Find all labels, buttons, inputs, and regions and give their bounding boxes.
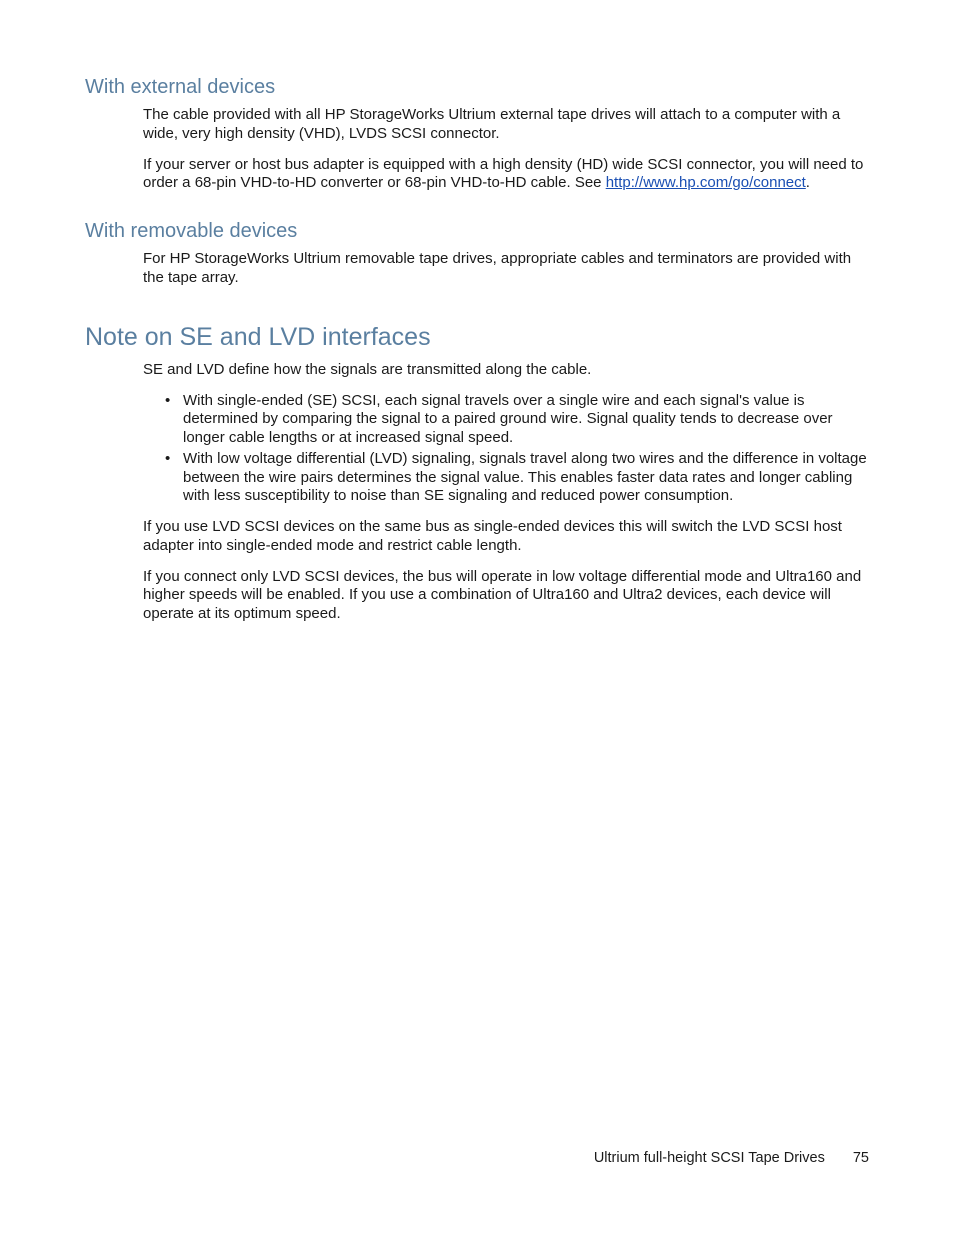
paragraph: SE and LVD define how the signals are tr… <box>85 361 869 380</box>
text-run: . <box>806 174 810 191</box>
heading-removable-devices: With removable devices <box>85 219 869 244</box>
list-item: With single-ended (SE) SCSI, each signal… <box>183 392 869 448</box>
paragraph: If you use LVD SCSI devices on the same … <box>85 518 869 556</box>
bullet-list: With single-ended (SE) SCSI, each signal… <box>85 392 869 507</box>
page-footer: Ultrium full-height SCSI Tape Drives 75 <box>594 1149 869 1167</box>
paragraph: If your server or host bus adapter is eq… <box>85 156 869 194</box>
heading-external-devices: With external devices <box>85 75 869 100</box>
document-page: With external devices The cable provided… <box>0 0 954 1235</box>
page-number: 75 <box>853 1150 869 1166</box>
paragraph: The cable provided with all HP StorageWo… <box>85 106 869 144</box>
paragraph: If you connect only LVD SCSI devices, th… <box>85 568 869 624</box>
heading-se-lvd-note: Note on SE and LVD interfaces <box>85 322 869 353</box>
paragraph: For HP StorageWorks Ultrium removable ta… <box>85 250 869 288</box>
hp-connect-link[interactable]: http://www.hp.com/go/connect <box>606 174 806 191</box>
list-item: With low voltage differential (LVD) sign… <box>183 450 869 506</box>
footer-title: Ultrium full-height SCSI Tape Drives <box>594 1150 825 1166</box>
